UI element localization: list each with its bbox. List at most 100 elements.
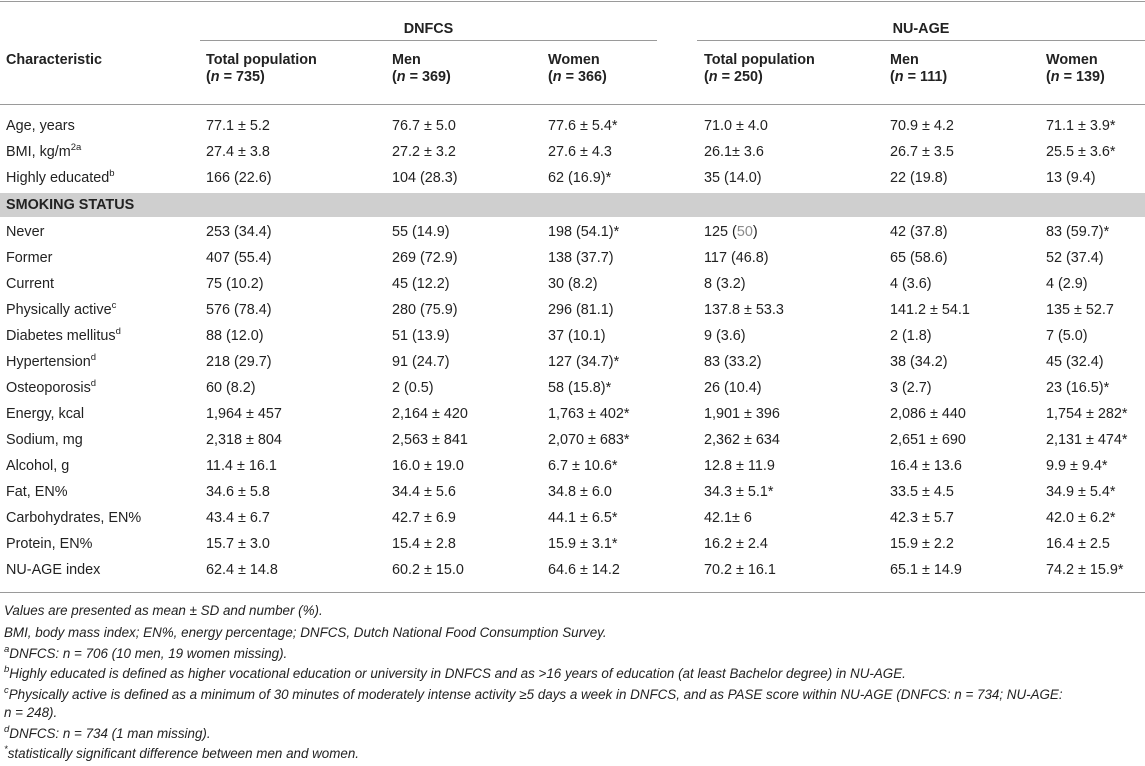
row-label: Sodium, mg: [6, 432, 83, 448]
table-row: Protein, EN% 15.7 ± 3.0 15.4 ± 2.8 15.9 ± 3…: [0, 531, 1145, 557]
cell-dnfcs-women: 2,070 ± 683*: [548, 432, 630, 448]
cell-dnfcs-total: 77.1 ± 5.2: [206, 118, 270, 134]
cell-nuage-total: 2,362 ± 634: [704, 432, 780, 448]
cell-nuage-men: 2,086 ± 440: [890, 406, 966, 422]
row-label: BMI, kg/m2a: [6, 142, 82, 160]
group-underline-dnfcs: [200, 40, 657, 41]
cell-nuage-total: 26.1± 3.6: [704, 144, 764, 160]
cell-dnfcs-men: 27.2 ± 3.2: [392, 144, 456, 160]
cell-nuage-men: 38 (34.2): [890, 354, 948, 370]
column-header-dnfcs-women: Women (n = 366): [548, 52, 607, 86]
cell-dnfcs-men: 51 (13.9): [392, 328, 450, 344]
row-label: Protein, EN%: [6, 536, 93, 552]
table-row: Hypertensiond 218 (29.7) 91 (24.7) 127 (34.…: [0, 349, 1145, 375]
cell-nuage-men: 70.9 ± 4.2: [890, 118, 954, 134]
cell-nuage-men: 141.2 ± 54.1: [890, 302, 970, 318]
row-label: NU-AGE index: [6, 562, 101, 578]
column-header-nuage-women: Women (n = 139): [1046, 52, 1105, 86]
cell-dnfcs-total: 218 (29.7): [206, 354, 272, 370]
cell-dnfcs-men: 2,563 ± 841: [392, 432, 468, 448]
cell-nuage-women: 42.0 ± 6.2*: [1046, 510, 1116, 526]
table-row: Highly educatedb 166 (22.6) 104 (28.3) 6…: [0, 165, 1145, 191]
table-top-rule: [0, 1, 1145, 2]
cell-nuage-total: 34.3 ± 5.1*: [704, 484, 774, 500]
footnote-b: bHighly educated is defined as higher vo…: [4, 664, 906, 681]
column-header-label: Women: [548, 52, 600, 68]
table-row: Physically activec 576 (78.4) 280 (75.9) 29…: [0, 297, 1145, 323]
cell-dnfcs-total: 2,318 ± 804: [206, 432, 282, 448]
cell-nuage-total: 12.8 ± 11.9: [704, 458, 775, 474]
cell-nuage-men: 26.7 ± 3.5: [890, 144, 954, 160]
table-bottom-rule: [0, 592, 1145, 593]
cell-nuage-total: 8 (3.2): [704, 276, 746, 292]
cell-dnfcs-total: 34.6 ± 5.8: [206, 484, 270, 500]
cell-dnfcs-men: 2 (0.5): [392, 380, 434, 396]
cell-nuage-men: 16.4 ± 13.6: [890, 458, 962, 474]
cell-dnfcs-total: 75 (10.2): [206, 276, 264, 292]
footnote-star: *statistically significant difference be…: [4, 744, 360, 761]
cell-nuage-women: 34.9 ± 5.4*: [1046, 484, 1116, 500]
cell-dnfcs-men: 55 (14.9): [392, 224, 450, 240]
footnote-d: dDNFCS: n = 734 (1 man missing).: [4, 724, 211, 741]
cell-nuage-men: 42 (37.8): [890, 224, 948, 240]
cell-nuage-total: 125 (50): [704, 224, 758, 240]
row-label: Never: [6, 224, 45, 240]
cell-dnfcs-men: 280 (75.9): [392, 302, 458, 318]
footnote-c: cPhysically active is defined as a minim…: [4, 685, 1063, 702]
cell-dnfcs-total: 43.4 ± 6.7: [206, 510, 270, 526]
cell-nuage-total: 1,901 ± 396: [704, 406, 780, 422]
cell-dnfcs-men: 60.2 ± 15.0: [392, 562, 464, 578]
cell-nuage-total: 35 (14.0): [704, 170, 762, 186]
cell-dnfcs-women: 64.6 ± 14.2: [548, 562, 620, 578]
group-underline-nuage: [697, 40, 1145, 41]
column-header-label: Men: [890, 52, 919, 68]
cell-dnfcs-men: 45 (12.2): [392, 276, 450, 292]
cell-dnfcs-women: 1,763 ± 402*: [548, 406, 630, 422]
cell-nuage-women: 16.4 ± 2.5: [1046, 536, 1110, 552]
cell-dnfcs-men: 104 (28.3): [392, 170, 458, 186]
row-label: Physically activec: [6, 300, 117, 318]
cell-dnfcs-women: 44.1 ± 6.5*: [548, 510, 618, 526]
row-label: Highly educatedb: [6, 168, 115, 186]
row-label: Energy, kcal: [6, 406, 85, 422]
row-label: Diabetes mellitusd: [6, 326, 121, 344]
table-row: Current 75 (10.2) 45 (12.2) 30 (8.2) 8 (3.2)…: [0, 271, 1145, 297]
group-header-dnfcs: DNFCS: [403, 21, 454, 37]
cell-dnfcs-total: 88 (12.0): [206, 328, 264, 344]
cell-nuage-total: 117 (46.8): [704, 250, 769, 266]
column-header-nuage-men: Men (n = 111): [890, 52, 947, 86]
table-row: NU-AGE index 62.4 ± 14.8 60.2 ± 15.0 64.6 ±…: [0, 557, 1145, 583]
cell-nuage-total: 137.8 ± 53.3: [704, 302, 784, 318]
cell-dnfcs-women: 138 (37.7): [548, 250, 614, 266]
column-header-label: Men: [392, 52, 421, 68]
cell-nuage-total: 16.2 ± 2.4: [704, 536, 768, 552]
table-row: BMI, kg/m2a 27.4 ± 3.8 27.2 ± 3.2 27.6 ±…: [0, 139, 1145, 165]
cell-dnfcs-men: 91 (24.7): [392, 354, 450, 370]
row-label: Osteoporosisd: [6, 378, 97, 396]
cell-dnfcs-women: 58 (15.8)*: [548, 380, 612, 396]
cell-dnfcs-men: 34.4 ± 5.6: [392, 484, 456, 500]
cell-nuage-men: 4 (3.6): [890, 276, 932, 292]
cell-nuage-men: 3 (2.7): [890, 380, 932, 396]
column-header-n: (n = 111): [890, 69, 948, 85]
cell-nuage-total: 9 (3.6): [704, 328, 746, 344]
cell-nuage-women: 23 (16.5)*: [1046, 380, 1110, 396]
footnote-c-continued: n = 248).: [4, 705, 58, 720]
cell-dnfcs-men: 16.0 ± 19.0: [392, 458, 464, 474]
row-label: Former: [6, 250, 53, 266]
cell-nuage-men: 33.5 ± 4.5: [890, 484, 954, 500]
column-header-dnfcs-men: Men (n = 369): [392, 52, 451, 86]
section-label: SMOKING STATUS: [6, 197, 135, 213]
cell-nuage-women: 2,131 ± 474*: [1046, 432, 1128, 448]
table-row: Sodium, mg 2,318 ± 804 2,563 ± 841 2,070 ± …: [0, 427, 1145, 453]
table-row: Osteoporosisd 60 (8.2) 2 (0.5) 58 (15.8)* 26…: [0, 375, 1145, 401]
column-header-n: (n = 366): [548, 69, 607, 85]
table-row: Diabetes mellitusd 88 (12.0) 51 (13.9) 37 (…: [0, 323, 1145, 349]
cell-nuage-women: 52 (37.4): [1046, 250, 1104, 266]
column-header-dnfcs-total: Total population (n = 735): [206, 52, 317, 86]
cell-nuage-women: 1,754 ± 282*: [1046, 406, 1128, 422]
cell-dnfcs-total: 15.7 ± 3.0: [206, 536, 270, 552]
cell-nuage-women: 83 (59.7)*: [1046, 224, 1110, 240]
cell-dnfcs-women: 37 (10.1): [548, 328, 606, 344]
cell-dnfcs-women: 77.6 ± 5.4*: [548, 118, 618, 134]
